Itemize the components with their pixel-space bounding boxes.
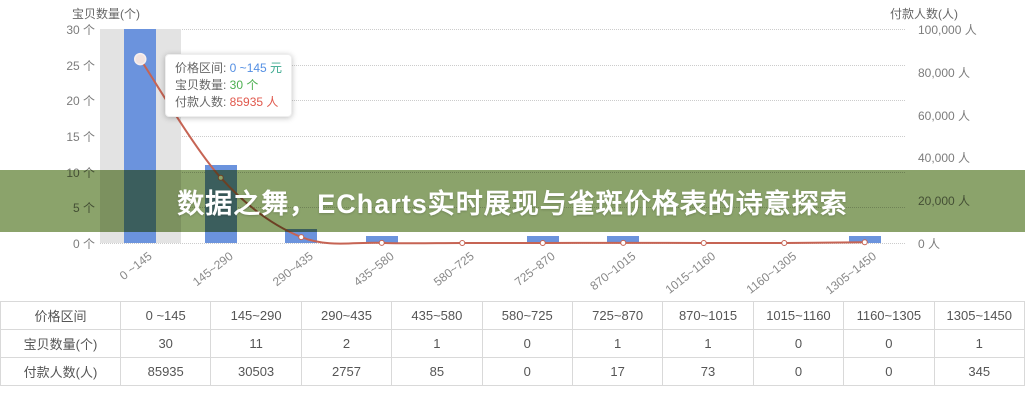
- table-cell: 30: [119, 329, 212, 358]
- line-point-highlighted[interactable]: [134, 52, 147, 66]
- bar-435~580[interactable]: [365, 235, 398, 243]
- tooltip-unit: 元: [270, 61, 283, 75]
- right-tick-label: 40,000 人: [918, 151, 971, 166]
- left-tick-label: 30 个: [66, 23, 95, 37]
- table-row-label: 价格区间: [0, 301, 121, 330]
- table-cell: 0: [843, 357, 935, 386]
- table-cell: 0: [481, 329, 573, 358]
- table-cell: 145~290: [210, 301, 302, 330]
- tooltip-unit: 个: [246, 78, 259, 92]
- line-point[interactable]: [620, 239, 627, 246]
- banner-title: 数据之舞，ECharts实时展现与雀斑价格表的诗意探索: [177, 188, 848, 219]
- left-axis-title: 宝贝数量(个): [72, 7, 140, 21]
- table-cell: 1: [391, 329, 483, 358]
- chart-plot-area[interactable]: 宝贝数量(个) 付款人数(人) 30 个25 个20 个15 个10 个5 个0…: [0, 0, 1025, 300]
- table-cell: 1160~1305: [843, 301, 935, 330]
- grid-line: [100, 29, 905, 30]
- line-point[interactable]: [459, 240, 466, 246]
- table-cell: 1305~1450: [933, 301, 1025, 330]
- table-row-label: 宝贝数量(个): [0, 329, 121, 358]
- title-banner-overlay: [0, 170, 1025, 232]
- table-cell: 1: [933, 329, 1025, 358]
- table-cell: 435~580: [391, 301, 483, 330]
- table-row-label: 付款人数(人): [0, 357, 121, 386]
- table-cell: 870~1015: [662, 301, 754, 330]
- table-cell: 0: [752, 357, 845, 386]
- table-cell: 1: [662, 329, 754, 358]
- table-cell: 11: [210, 329, 302, 358]
- bar-725~870[interactable]: [526, 235, 559, 243]
- table-cell: 0: [752, 329, 845, 358]
- left-tick-label: 25 个: [66, 58, 95, 73]
- right-tick-label: 100,000 人: [918, 23, 977, 37]
- chart-tooltip: 价格区间: 0 ~145 元宝贝数量: 30 个付款人数: 85935 人: [165, 54, 293, 117]
- table-cell: 290~435: [300, 301, 393, 330]
- table-cell: 85: [391, 357, 483, 386]
- left-tick-label: 0 个: [72, 237, 95, 251]
- table-cell: 0: [481, 357, 573, 386]
- tooltip-row: 价格区间: 0 ~145 元: [175, 61, 283, 75]
- table-cell: 1: [571, 329, 664, 358]
- right-tick-label: 80,000 人: [918, 65, 971, 80]
- line-point[interactable]: [781, 240, 788, 246]
- table-cell: 17: [571, 357, 664, 386]
- table-header-row: 价格区间 0 ~145 145~290 290~435 435~580 580~725 72…: [0, 301, 1025, 330]
- tooltip-row: 付款人数: 85935 人: [175, 95, 279, 109]
- table-cell: 0: [843, 329, 935, 358]
- table-cell: 2757: [300, 357, 393, 386]
- bar-870~1015[interactable]: [607, 235, 640, 243]
- right-tick-label: 0 人: [918, 237, 941, 251]
- table-cell: 580~725: [481, 301, 573, 330]
- line-point[interactable]: [539, 239, 546, 246]
- table-cell: 73: [662, 357, 754, 386]
- line-point[interactable]: [298, 234, 305, 241]
- tooltip-value: 30: [229, 78, 247, 92]
- table-cell: 2: [300, 329, 393, 358]
- left-tick-label: 15 个: [66, 130, 95, 144]
- grid-line: [100, 136, 905, 137]
- right-axis-title: 付款人数(人): [890, 7, 958, 21]
- table-row: 付款人数(人) 85935 30503 2757 85 0 17 73 0 0 345: [0, 357, 1025, 386]
- table-cell: 85935: [119, 357, 212, 386]
- tooltip-row: 宝贝数量: 30 个: [175, 78, 259, 92]
- table-row: 宝贝数量(个) 30 11 2 1 0 1 1 0 0 1: [0, 329, 1025, 358]
- tooltip-unit: 人: [266, 95, 279, 109]
- tooltip-value: 85935: [229, 95, 267, 109]
- price-table: 价格区间 0 ~145 145~290 290~435 435~580 580~725 72…: [0, 301, 1025, 386]
- line-point[interactable]: [861, 239, 868, 246]
- grid-line: [100, 64, 905, 66]
- line-series: [134, 52, 868, 246]
- table-cell: 1015~1160: [752, 301, 845, 330]
- tooltip-value: 0 ~145: [229, 61, 271, 75]
- table-cell: 30503: [210, 357, 302, 386]
- table-cell: 345: [933, 357, 1025, 386]
- line-point[interactable]: [378, 239, 385, 246]
- grid-line: [100, 100, 905, 102]
- left-tick-label: 20 个: [66, 94, 95, 109]
- table-cell: 0 ~145: [119, 301, 212, 330]
- line-point[interactable]: [700, 240, 707, 246]
- table-cell: 725~870: [571, 301, 664, 330]
- right-tick-label: 60,000 人: [918, 108, 971, 123]
